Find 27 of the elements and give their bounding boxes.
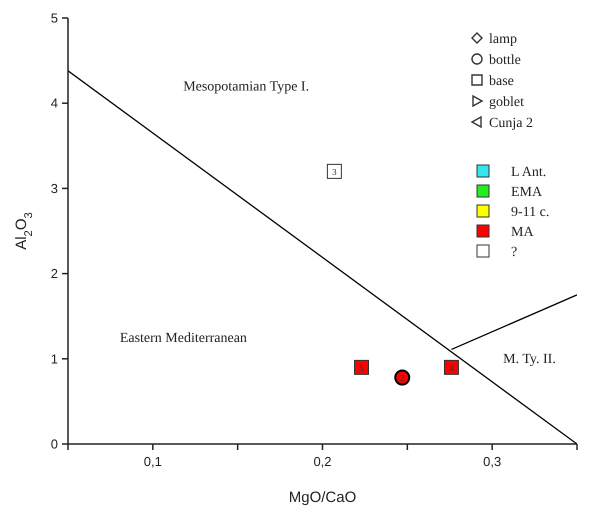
x-tick-label: 0,2 <box>313 454 332 469</box>
annotation: Mesopotamian Type I. <box>183 79 310 94</box>
legend-label: EMA <box>511 185 543 200</box>
x-tick-label: 0,3 <box>483 454 502 469</box>
y-tick-label: 2 <box>50 266 58 282</box>
legend-label: 9-11 c. <box>511 205 550 220</box>
legend-label: MA <box>511 225 534 240</box>
annotation: 3 <box>332 166 338 177</box>
y-tick-label: 4 <box>50 96 58 111</box>
y-tick-label: 3 <box>50 180 58 196</box>
annotation: Cunja 2 <box>489 116 533 131</box>
annotation: lamp <box>489 32 517 47</box>
x-tick-label: 0,1 <box>144 454 162 469</box>
annotation: 2 <box>400 373 404 384</box>
legend-label: ? <box>511 245 518 260</box>
x-axis-title: MgO/CaO <box>288 489 356 506</box>
y-tick-label: 5 <box>50 10 58 26</box>
y-tick-label: 1 <box>50 351 58 366</box>
annotation: base <box>489 74 514 89</box>
annotation: 4 <box>449 362 454 373</box>
annotation: goblet <box>489 95 524 110</box>
annotation: M. Ty. II. <box>503 352 556 368</box>
annotation: bottle <box>489 53 521 68</box>
legend-label: L Ant. <box>511 165 546 180</box>
annotation: Eastern Mediterranean <box>120 330 247 346</box>
y-tick-label: 0 <box>50 436 58 452</box>
annotation: 5 <box>359 362 364 373</box>
